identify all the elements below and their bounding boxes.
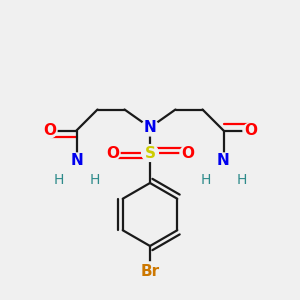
Circle shape [142, 145, 158, 161]
Circle shape [180, 146, 195, 160]
Text: Br: Br [140, 264, 160, 279]
Circle shape [243, 123, 258, 138]
Circle shape [140, 262, 160, 281]
Text: H: H [53, 173, 64, 187]
Circle shape [142, 119, 158, 136]
Circle shape [236, 174, 247, 186]
Text: O: O [244, 123, 257, 138]
Text: N: N [217, 153, 230, 168]
Text: O: O [43, 123, 56, 138]
Text: N: N [70, 153, 83, 168]
Circle shape [216, 153, 231, 168]
Circle shape [42, 123, 57, 138]
Circle shape [105, 146, 120, 160]
Text: H: H [200, 173, 211, 187]
Circle shape [200, 174, 211, 186]
Text: H: H [236, 173, 247, 187]
Text: N: N [144, 120, 156, 135]
Text: H: H [89, 173, 100, 187]
Text: S: S [145, 146, 155, 160]
Circle shape [88, 174, 101, 186]
Text: O: O [106, 146, 119, 160]
Circle shape [52, 174, 64, 186]
Text: O: O [181, 146, 194, 160]
Circle shape [69, 153, 84, 168]
